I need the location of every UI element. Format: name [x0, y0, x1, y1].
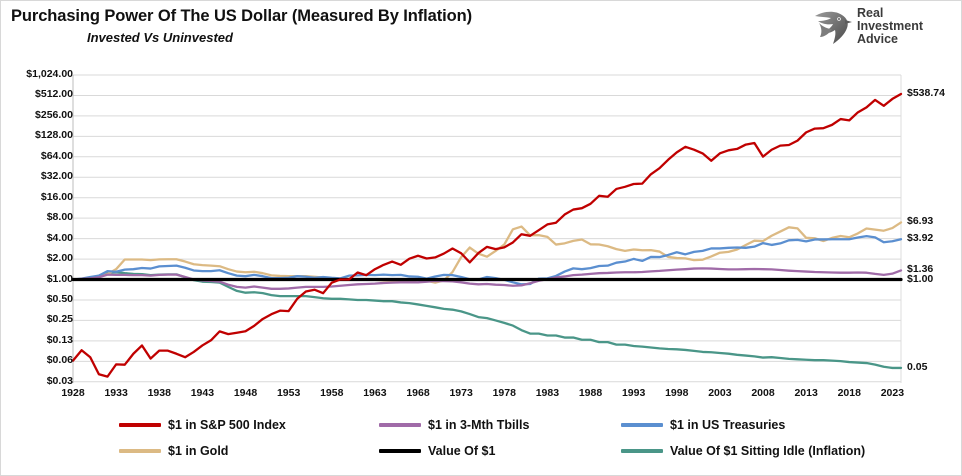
- x-axis: 1928 1933 1938 1943 1948 1953 1958 1963 1968 1973…: [1, 387, 961, 409]
- y-axis-tick-label: $8.00: [46, 211, 73, 224]
- x-axis-tick-label: 1948: [233, 387, 258, 399]
- legend-item[interactable]: Value Of $1: [379, 441, 495, 461]
- series-line-treasuries: [71, 235, 903, 286]
- logo-line-3: Advice: [857, 31, 898, 46]
- logo-line-2: Investment: [857, 18, 923, 33]
- y-axis-tick-label: $0.13: [46, 333, 73, 346]
- x-axis-tick-label: 1938: [147, 387, 171, 399]
- legend-label: $1 in S&P 500 Index: [168, 418, 286, 432]
- chart-legend: $1 in S&P 500 Index $1 in 3-Mth Tbills $1 …: [1, 411, 961, 473]
- x-axis-tick-label: 2018: [837, 387, 861, 399]
- x-axis-tick-label: 1978: [492, 387, 516, 399]
- x-axis-tick-label: 2003: [708, 387, 732, 399]
- x-axis-tick-label: 1953: [276, 387, 301, 399]
- x-axis-tick-label: 1988: [578, 387, 603, 399]
- legend-label: Value Of $1: [428, 444, 496, 458]
- x-axis-tick-label: 1983: [535, 387, 560, 399]
- legend-color-swatch: [621, 423, 663, 427]
- x-axis-tick-label: 1998: [665, 387, 689, 399]
- page-title: Purchasing Power Of The US Dollar (Measu…: [11, 7, 472, 25]
- logo-line-1: Real: [857, 6, 884, 20]
- y-axis-tick-label: $0.25: [46, 313, 73, 326]
- y-axis-tick-label: $128.00: [35, 129, 73, 142]
- legend-item[interactable]: Value Of $1 Sitting Idle (Inflation): [621, 441, 865, 461]
- legend-color-swatch: [119, 423, 161, 427]
- series-line-sp500: [71, 92, 903, 378]
- chart-plot-area: [1, 63, 961, 401]
- y-axis-tick-label: $1.00: [46, 272, 73, 285]
- legend-color-swatch: [379, 423, 421, 427]
- x-axis-tick-label: 1963: [363, 387, 387, 399]
- y-axis-tick-label: $0.03: [46, 374, 73, 387]
- legend-item[interactable]: $1 in S&P 500 Index: [119, 415, 286, 435]
- legend-color-swatch: [379, 448, 421, 454]
- chart-subtitle: Invested Vs Uninvested: [87, 30, 233, 45]
- brand-logo: Real Investment Advice: [809, 6, 955, 48]
- y-axis-tick-label: $16.00: [40, 190, 73, 203]
- legend-label: $1 in 3-Mth Tbills: [428, 418, 530, 432]
- x-axis-tick-label: 2008: [751, 387, 775, 399]
- x-axis-tick-label: 1928: [61, 387, 85, 399]
- legend-color-swatch: [621, 449, 663, 453]
- x-axis-tick-label: 1943: [190, 387, 215, 399]
- x-axis-tick-label: 1958: [320, 387, 344, 399]
- y-axis-tick-label: $32.00: [40, 170, 73, 183]
- y-axis-tick-label: $0.50: [46, 292, 73, 305]
- y-axis-tick-label: $512.00: [35, 88, 73, 101]
- y-axis-tick-label: $4.00: [46, 231, 73, 244]
- x-axis-tick-label: 1968: [406, 387, 430, 399]
- x-axis-tick-label: 1973: [449, 387, 473, 399]
- y-axis: $1,024.00 $512.00 $256.00 $128.00 $64.00 $32.…: [1, 63, 73, 401]
- y-axis-tick-label: $0.06: [46, 354, 73, 367]
- legend-color-swatch: [119, 449, 161, 453]
- legend-item[interactable]: $1 in 3-Mth Tbills: [379, 415, 529, 435]
- legend-label: Value Of $1 Sitting Idle (Inflation): [670, 444, 866, 458]
- y-axis-tick-label: $256.00: [35, 108, 73, 121]
- chart-svg: [71, 74, 903, 383]
- chart-header: Purchasing Power Of The US Dollar (Measu…: [1, 1, 961, 63]
- y-axis-tick-label: $64.00: [40, 149, 73, 162]
- legend-label: $1 in US Treasuries: [670, 418, 786, 432]
- brand-logo-text: Real Investment Advice: [857, 7, 923, 45]
- legend-item[interactable]: $1 in Gold: [119, 441, 228, 461]
- x-axis-tick-label: 1993: [621, 387, 646, 399]
- y-axis-tick-label: $2.00: [46, 252, 73, 265]
- x-axis-tick-label: 2013: [794, 387, 818, 399]
- legend-item[interactable]: $1 in US Treasuries: [621, 415, 785, 435]
- eagle-head-icon: [815, 11, 852, 44]
- y-axis-tick-label: $1,024.00: [26, 68, 73, 80]
- legend-label: $1 in Gold: [168, 444, 229, 458]
- series-line-gold: [71, 221, 903, 284]
- x-axis-tick-label: 1933: [104, 387, 128, 399]
- x-axis-tick-label: 2023: [880, 387, 905, 399]
